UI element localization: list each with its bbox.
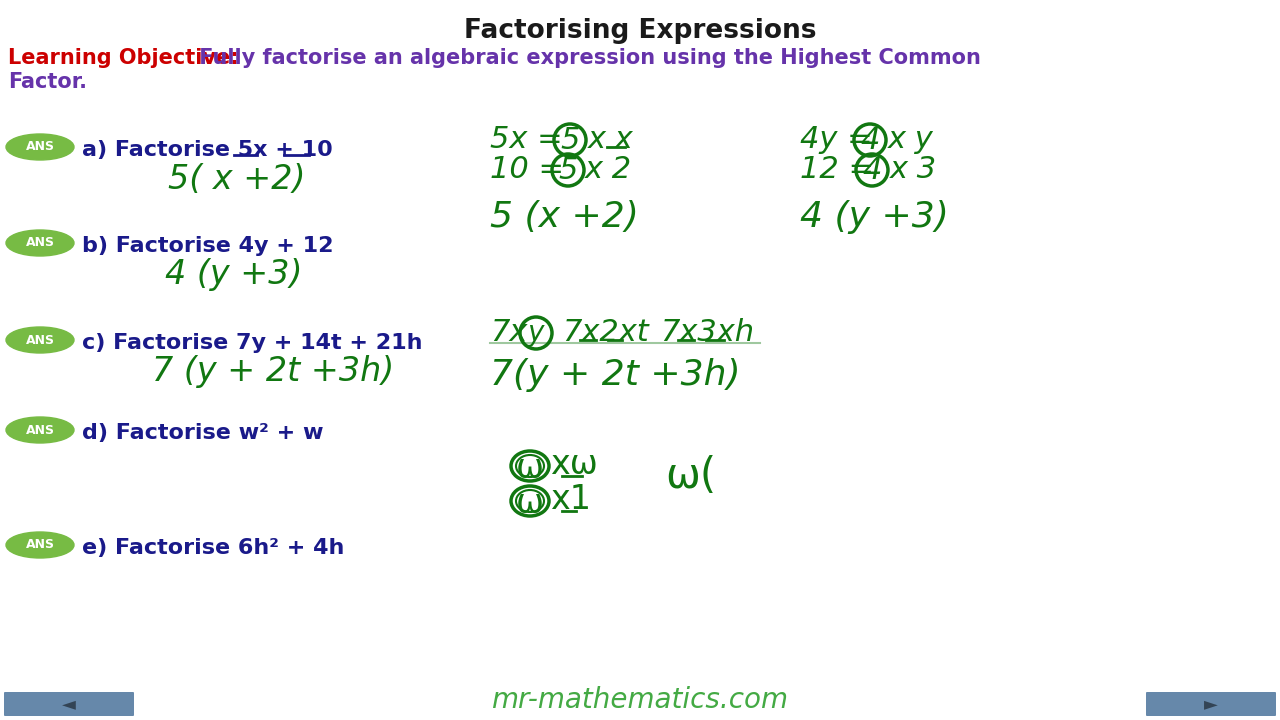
Text: 4 (y +3): 4 (y +3) [800, 200, 948, 234]
Ellipse shape [6, 532, 74, 558]
Text: 5: 5 [561, 126, 580, 155]
Text: 5: 5 [558, 156, 577, 185]
Text: 12 =: 12 = [800, 155, 874, 184]
Text: x x: x x [588, 125, 634, 154]
Text: ANS: ANS [26, 423, 55, 436]
Text: ANS: ANS [26, 333, 55, 346]
Text: ANS: ANS [26, 140, 55, 153]
Text: 4 (y +3): 4 (y +3) [165, 258, 302, 291]
Text: mr-mathematics.com: mr-mathematics.com [492, 686, 788, 714]
Text: 4y =: 4y = [800, 125, 873, 154]
Ellipse shape [6, 134, 74, 160]
Text: ANS: ANS [26, 539, 55, 552]
Text: ω: ω [516, 487, 544, 520]
Text: ANS: ANS [26, 236, 55, 250]
Ellipse shape [6, 417, 74, 443]
Text: ω: ω [516, 452, 544, 485]
Text: ◄: ◄ [61, 695, 76, 713]
Text: 4: 4 [860, 126, 879, 155]
Text: x y: x y [888, 125, 933, 154]
Text: Learning Objective:: Learning Objective: [8, 48, 238, 68]
FancyBboxPatch shape [1146, 692, 1276, 716]
Ellipse shape [6, 327, 74, 353]
Text: Factor.: Factor. [8, 72, 87, 92]
Text: 7 (y + 2t +3h): 7 (y + 2t +3h) [152, 355, 394, 388]
Ellipse shape [6, 230, 74, 256]
Text: 7x: 7x [490, 318, 527, 347]
Text: ω(: ω( [666, 455, 716, 497]
Text: x 2: x 2 [585, 155, 632, 184]
Text: c) Factorise 7y + 14t + 21h: c) Factorise 7y + 14t + 21h [82, 333, 422, 353]
Text: 5 (x +2): 5 (x +2) [490, 200, 639, 234]
Text: d) Factorise w² + w: d) Factorise w² + w [82, 423, 324, 443]
Text: e) Factorise 6h² + 4h: e) Factorise 6h² + 4h [82, 538, 344, 558]
Text: Fully factorise an algebraic expression using the Highest Common: Fully factorise an algebraic expression … [192, 48, 980, 68]
Text: 7(y + 2t +3h): 7(y + 2t +3h) [490, 358, 741, 392]
Text: a) Factorise 5x + 10: a) Factorise 5x + 10 [82, 140, 333, 160]
Text: 10 =: 10 = [490, 155, 564, 184]
Text: xω: xω [550, 448, 598, 481]
Text: 4: 4 [863, 156, 882, 185]
Text: 5( x +2): 5( x +2) [168, 163, 306, 196]
Text: b) Factorise 4y + 12: b) Factorise 4y + 12 [82, 236, 334, 256]
Text: 7x2xt: 7x2xt [562, 318, 649, 347]
Text: y: y [527, 319, 544, 347]
Text: 5x =: 5x = [490, 125, 563, 154]
Text: x 3: x 3 [890, 155, 937, 184]
Text: Factorising Expressions: Factorising Expressions [463, 18, 817, 44]
Text: 7x3xh: 7x3xh [660, 318, 754, 347]
FancyBboxPatch shape [4, 692, 134, 716]
Text: x1: x1 [550, 483, 591, 516]
Text: ►: ► [1204, 695, 1219, 713]
